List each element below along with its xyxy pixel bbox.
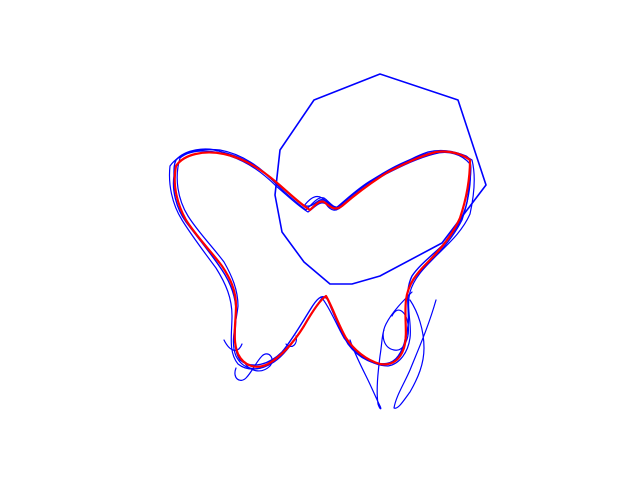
scribble-right-stem (349, 291, 437, 410)
noisy-trace-2 (168, 148, 475, 370)
polygon-outline (274, 73, 487, 285)
reference-curve (173, 150, 472, 368)
noisy-trace-1 (172, 148, 472, 366)
